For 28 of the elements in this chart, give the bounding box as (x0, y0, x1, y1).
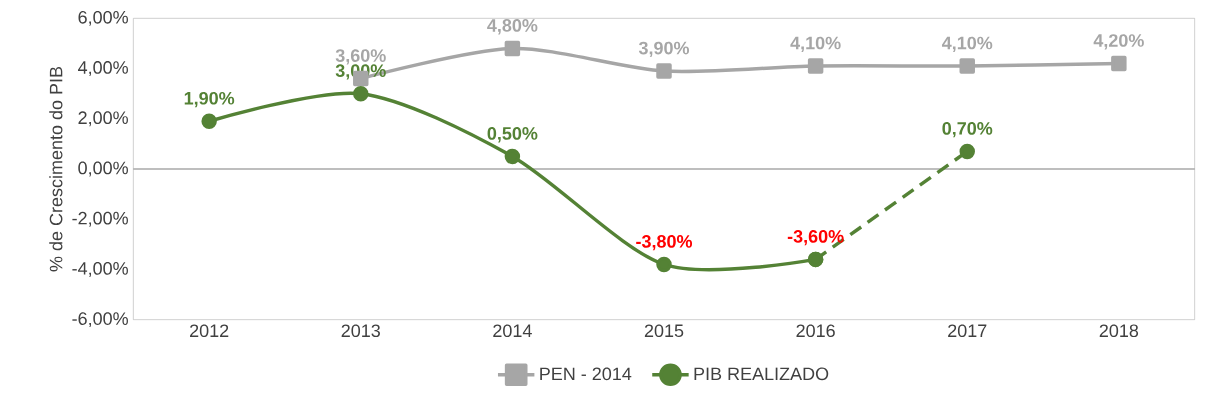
data-label: 0,50% (487, 127, 538, 143)
data-label: -3,60% (787, 230, 844, 246)
data-label: 4,80% (487, 19, 538, 35)
y-tick-label: 2,00% (78, 111, 128, 127)
data-label: 4,10% (941, 36, 993, 52)
data-label: 4,20% (1093, 34, 1144, 50)
data-label: -3,80% (636, 235, 693, 251)
x-tick-label: 2013 (341, 324, 380, 338)
x-tick-label: 2017 (948, 324, 987, 338)
x-tick-label: 2018 (1099, 324, 1139, 338)
y-tick-label: 0,00% (78, 161, 128, 177)
x-tick-label: 2014 (493, 324, 532, 338)
x-tick-label: 2015 (644, 324, 684, 338)
y-tick-label: 6,00% (78, 10, 128, 26)
x-tick-label: 2012 (190, 324, 229, 338)
y-tick-label: -2,00% (72, 211, 128, 227)
y-tick-label: -6,00% (72, 312, 128, 328)
y-axis-title: % de Crescimento do PIB (49, 66, 63, 272)
data-label: 3,90% (638, 41, 690, 58)
data-label: 1,90% (184, 91, 235, 108)
legend-label: PEN - 2014 (540, 367, 632, 381)
legend-label: PIB REALIZADO (694, 367, 829, 381)
data-label: 0,70% (942, 122, 993, 138)
y-tick-label: -4,00% (72, 262, 128, 277)
x-tick-label: 2016 (796, 324, 835, 338)
data-label: 4,10% (790, 36, 841, 52)
y-tick-label: 4,00% (78, 61, 128, 76)
data-label: 3,60% (335, 49, 386, 65)
